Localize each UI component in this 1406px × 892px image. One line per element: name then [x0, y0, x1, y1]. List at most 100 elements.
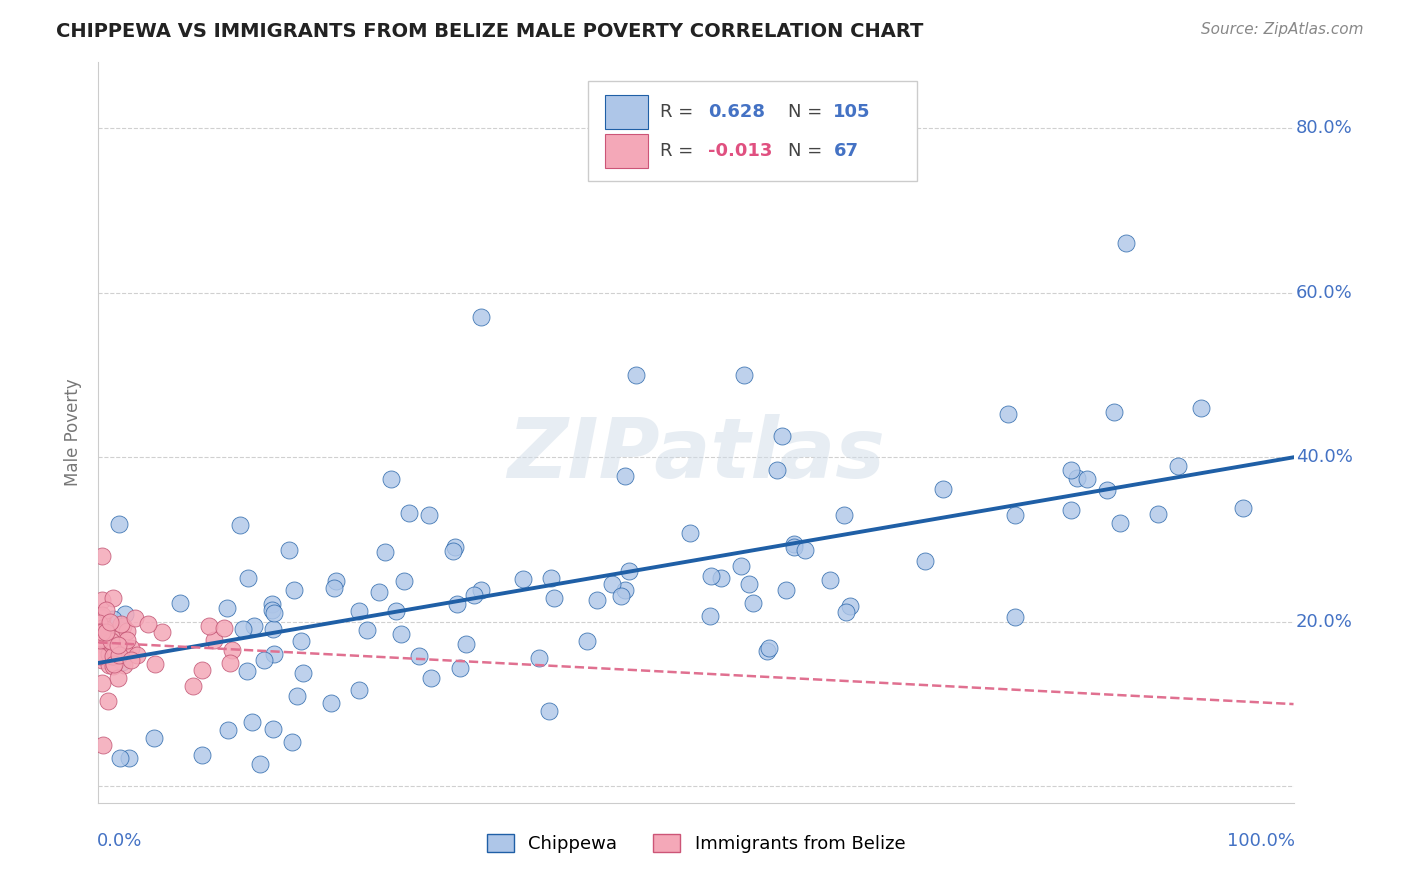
Text: 0.628: 0.628: [709, 103, 765, 121]
Point: [90, 625, 112, 640]
Point: [87, 630, 110, 644]
Point: [150, 625, 173, 640]
Point: [97, 694, 120, 708]
Point: [418, 508, 440, 523]
Point: [103, 647, 125, 661]
Point: [1060, 463, 1083, 477]
Text: N =: N =: [787, 103, 823, 121]
Text: 0.0%: 0.0%: [97, 832, 142, 850]
Text: -0.013: -0.013: [709, 143, 772, 161]
Point: [419, 671, 441, 685]
Point: [368, 584, 391, 599]
Point: [770, 429, 793, 443]
Point: [238, 571, 260, 585]
Point: [89, 626, 111, 640]
Point: [100, 634, 122, 648]
Point: [385, 604, 408, 618]
Point: [124, 611, 146, 625]
Point: [202, 633, 225, 648]
Point: [89, 633, 111, 648]
Point: [321, 696, 343, 710]
Point: [91, 675, 114, 690]
Point: [281, 735, 304, 749]
Point: [114, 607, 136, 621]
Point: [737, 576, 759, 591]
Point: [347, 604, 370, 618]
Point: [103, 657, 125, 671]
Point: [89, 624, 111, 639]
Point: [94, 623, 117, 637]
Point: [470, 582, 492, 597]
Point: [756, 644, 779, 658]
Point: [94, 635, 117, 649]
Point: [914, 554, 936, 568]
Point: [101, 648, 124, 663]
Point: [540, 571, 562, 585]
Point: [600, 577, 623, 591]
Point: [758, 640, 780, 655]
Point: [110, 616, 132, 631]
Point: [96, 624, 118, 639]
Point: [169, 596, 191, 610]
Text: N =: N =: [787, 143, 823, 161]
Point: [614, 582, 637, 597]
Point: [997, 407, 1019, 421]
Point: [232, 622, 254, 636]
Point: [1189, 401, 1212, 415]
Point: [91, 608, 114, 623]
Point: [783, 537, 806, 551]
Point: [117, 633, 139, 648]
Point: [93, 638, 115, 652]
Point: [263, 648, 285, 662]
Point: [143, 657, 166, 672]
Point: [90, 610, 112, 624]
Point: [221, 642, 243, 657]
Point: [91, 611, 114, 625]
Point: [108, 751, 131, 765]
Point: [730, 558, 752, 573]
Point: [575, 633, 598, 648]
Point: [120, 641, 142, 656]
Text: 105: 105: [834, 103, 870, 121]
Point: [1147, 507, 1170, 521]
Point: [626, 368, 648, 382]
Point: [389, 627, 412, 641]
Point: [253, 653, 276, 667]
Point: [610, 589, 633, 603]
Point: [538, 705, 561, 719]
Point: [214, 621, 236, 635]
Point: [1109, 516, 1132, 531]
Text: 67: 67: [834, 143, 859, 161]
Point: [90, 592, 112, 607]
Point: [108, 648, 131, 662]
Text: 100.0%: 100.0%: [1226, 832, 1295, 850]
Point: [97, 642, 120, 657]
Point: [118, 751, 141, 765]
Point: [392, 574, 415, 589]
Point: [463, 588, 485, 602]
Point: [325, 574, 347, 589]
Point: [699, 608, 721, 623]
Point: [527, 650, 550, 665]
Point: [97, 645, 120, 659]
Point: [291, 665, 314, 680]
Point: [101, 591, 124, 605]
Point: [117, 624, 139, 639]
Point: [374, 545, 396, 559]
Text: 80.0%: 80.0%: [1296, 120, 1353, 137]
Point: [835, 605, 858, 619]
Point: [91, 549, 114, 563]
Point: [125, 648, 148, 663]
Point: [710, 571, 733, 585]
Point: [1060, 503, 1083, 517]
Point: [285, 689, 308, 703]
Point: [98, 647, 121, 661]
Point: [794, 542, 817, 557]
Point: [240, 714, 263, 729]
Point: [347, 682, 370, 697]
Legend: Chippewa, Immigrants from Belize: Chippewa, Immigrants from Belize: [479, 827, 912, 861]
Point: [191, 663, 214, 677]
FancyBboxPatch shape: [605, 95, 648, 129]
Point: [1102, 404, 1125, 418]
Text: Source: ZipAtlas.com: Source: ZipAtlas.com: [1201, 22, 1364, 37]
